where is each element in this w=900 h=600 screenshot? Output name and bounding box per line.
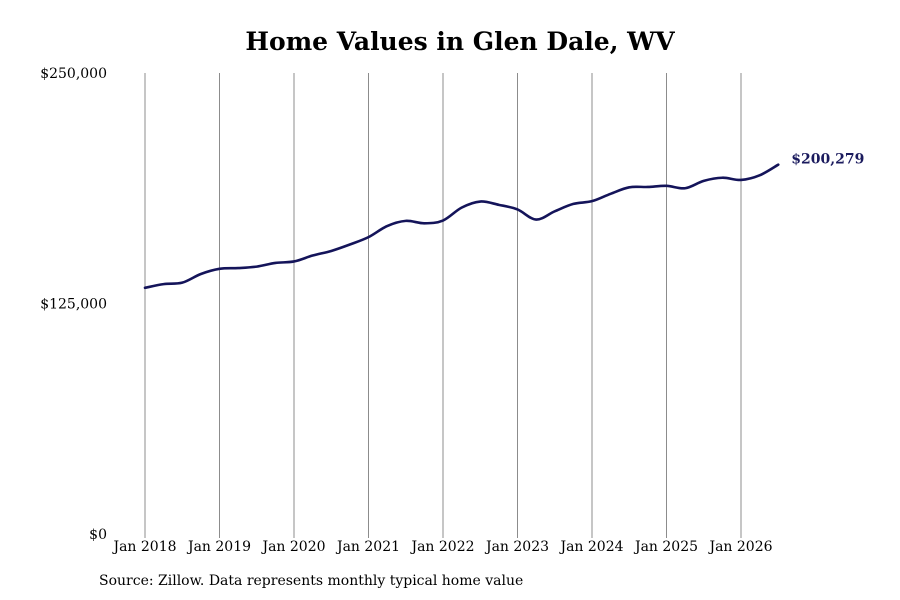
x-tick-label: Jan 2025	[633, 539, 698, 555]
end-value-label: $200,279	[791, 152, 864, 168]
x-tick-label: Jan 2018	[111, 539, 176, 555]
x-tick-label: Jan 2020	[260, 539, 325, 555]
series-line-0	[143, 163, 780, 290]
x-tick-label: Jan 2022	[409, 539, 474, 555]
source-note: Source: Zillow. Data represents monthly …	[99, 573, 524, 589]
x-tick-label: Jan 2019	[186, 539, 251, 555]
x-tick-label: Jan 2026	[707, 539, 772, 555]
y-tick-label: $250,000	[40, 66, 107, 82]
y-tick-label: $125,000	[40, 297, 107, 313]
y-axis-ticks: $0 $125,000 $250,000	[40, 66, 107, 543]
x-tick-label: Jan 2024	[558, 539, 623, 555]
series-lines	[143, 163, 780, 290]
y-tick-label: $0	[89, 527, 107, 543]
x-axis-ticks: Jan 2018 Jan 2019 Jan 2020 Jan 2021 Jan 2022…	[111, 539, 772, 555]
chart-title: Home Values in Glen Dale, WV	[245, 27, 675, 56]
x-tick-label: Jan 2023	[484, 539, 549, 555]
x-tick-label: Jan 2021	[335, 539, 400, 555]
grid-lines	[144, 73, 742, 538]
